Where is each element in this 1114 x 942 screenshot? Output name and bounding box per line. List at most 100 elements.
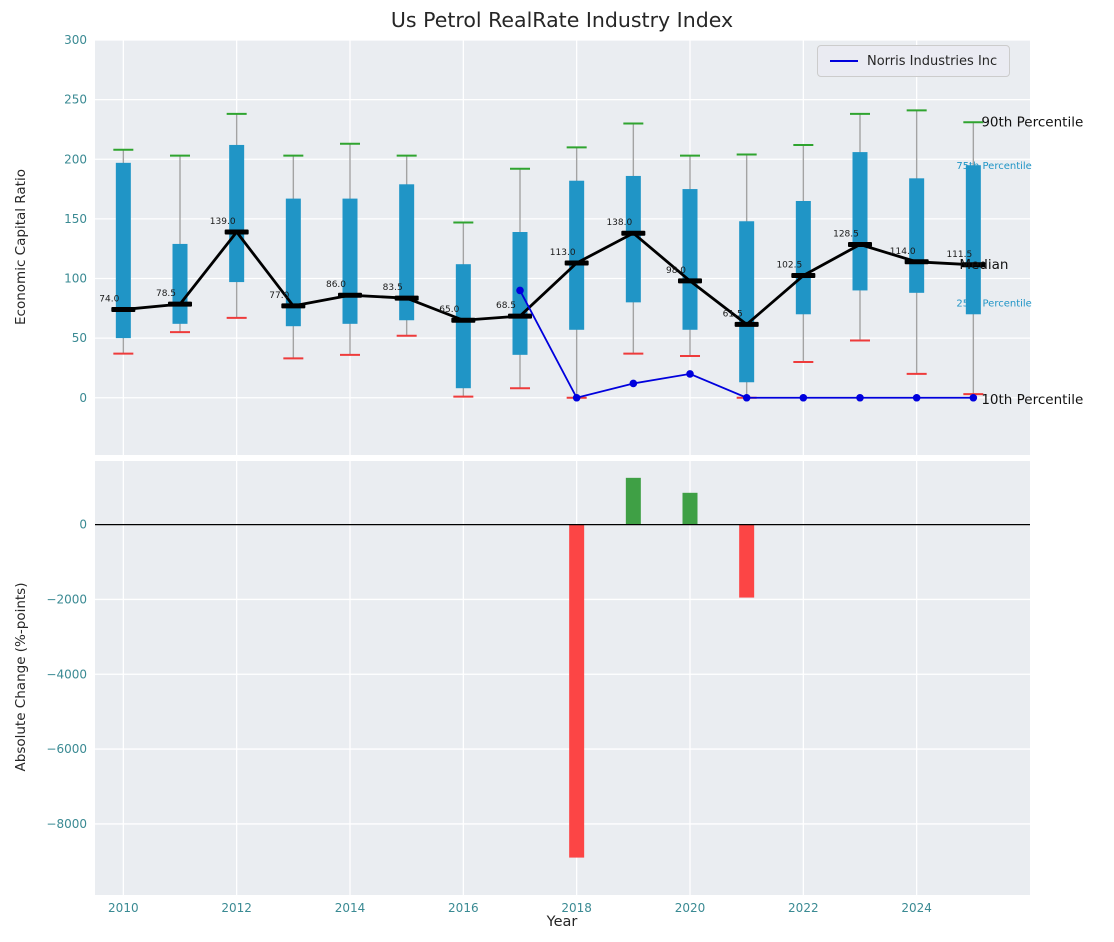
bar-2020 xyxy=(682,492,698,525)
svg-text:2010: 2010 xyxy=(108,901,139,915)
median-value-label-2010: 74.0 xyxy=(99,295,119,305)
svg-text:2012: 2012 xyxy=(221,901,252,915)
box-2016 xyxy=(453,221,474,398)
median-series: 74.0 78.5 139.0 77.0 86.0 83.5 65.0 68.5 113.0 13… xyxy=(99,217,986,327)
percentile-annotations-large: 90th Percentile Median 10th Percentile xyxy=(959,114,1083,408)
box-2019 xyxy=(623,122,644,355)
median-marker-2015 xyxy=(394,295,419,301)
y-axis-label-top: Economic Capital Ratio xyxy=(13,169,29,325)
median-value-label-2016: 65.0 xyxy=(439,305,459,315)
median-marker-2014 xyxy=(338,292,362,298)
median-marker-2023 xyxy=(848,242,872,248)
median-value-label-2015: 83.5 xyxy=(383,283,403,293)
median-marker-2017 xyxy=(508,313,532,319)
box-2014 xyxy=(340,142,360,356)
company-point-2019 xyxy=(629,379,638,388)
median-marker-2022 xyxy=(791,273,816,279)
median-value-label-2024: 114.0 xyxy=(890,247,916,257)
svg-text:2024: 2024 xyxy=(901,901,932,915)
svg-text:2022: 2022 xyxy=(788,901,819,915)
svg-text:0: 0 xyxy=(79,391,87,405)
svg-text:−4000: −4000 xyxy=(46,667,87,681)
svg-text:150: 150 xyxy=(64,212,87,226)
company-point-2021 xyxy=(742,393,751,402)
box-2013 xyxy=(283,154,304,360)
median-marker-2012 xyxy=(224,229,249,235)
median-marker-2021 xyxy=(734,321,759,327)
bar-2021 xyxy=(739,524,755,598)
company-point-2020 xyxy=(686,370,694,378)
tick-labels: 0 50 100 150 200 250 300 0 −2000 −4000 −6000 −8000 2… xyxy=(46,33,932,915)
box-2012 xyxy=(226,112,247,319)
change-bars xyxy=(569,477,755,858)
svg-text:300: 300 xyxy=(64,33,87,47)
bar-2019 xyxy=(625,477,641,525)
chart-title: Us Petrol RealRate Industry Index xyxy=(390,8,734,32)
bar-2018 xyxy=(569,524,585,858)
svg-text:−6000: −6000 xyxy=(46,742,87,756)
svg-text:−8000: −8000 xyxy=(46,817,87,831)
median-value-label-2017: 68.5 xyxy=(496,301,516,311)
median-marker-2020 xyxy=(678,278,702,284)
median-value-label-2025: 111.5 xyxy=(946,250,972,260)
median-marker-2019 xyxy=(621,230,646,236)
median-value-label-2021: 61.5 xyxy=(723,309,743,319)
company-point-2022 xyxy=(799,393,808,402)
box-2023 xyxy=(850,112,870,342)
median-value-label-2022: 102.5 xyxy=(776,261,802,271)
median-marker-2016 xyxy=(451,317,476,323)
bottom-axes-bg xyxy=(95,461,1030,895)
box-2020 xyxy=(680,154,700,358)
box-2025 xyxy=(963,121,984,396)
svg-text:200: 200 xyxy=(64,152,87,166)
company-series xyxy=(516,286,978,402)
company-point-2017 xyxy=(516,286,524,295)
company-point-2025 xyxy=(969,393,978,402)
median-marker-2010 xyxy=(111,307,136,313)
annotation-75th-percentile: 75th Percentile xyxy=(956,161,1031,172)
median-value-label-2023: 128.5 xyxy=(833,230,859,240)
legend-line-icon xyxy=(830,60,858,62)
x-axis-label: Year xyxy=(546,914,578,930)
median-value-label-2012: 139.0 xyxy=(210,217,236,227)
median-value-label-2011: 78.5 xyxy=(156,289,176,299)
box-2018 xyxy=(566,146,587,399)
annotation-median: Median xyxy=(959,257,1008,273)
company-point-2023 xyxy=(856,393,864,402)
y-axis-label-bottom: Absolute Change (%-points) xyxy=(13,582,29,772)
annotation-25th-percentile: 25th Percentile xyxy=(956,298,1031,309)
percentile-annotations-small: 75th Percentile 25th Percentile xyxy=(956,161,1031,309)
median-marker-2024 xyxy=(904,259,929,265)
svg-text:2018: 2018 xyxy=(561,901,592,915)
company-point-2018 xyxy=(572,393,581,402)
box-2021 xyxy=(736,153,757,399)
box-2015 xyxy=(396,154,417,337)
median-value-label-2018: 113.0 xyxy=(550,248,576,258)
median-marker-2011 xyxy=(168,301,192,307)
svg-text:2016: 2016 xyxy=(448,901,479,915)
svg-text:100: 100 xyxy=(64,272,87,286)
median-value-label-2020: 98.0 xyxy=(666,266,686,276)
svg-text:0: 0 xyxy=(79,518,87,532)
svg-text:2014: 2014 xyxy=(335,901,366,915)
svg-text:2020: 2020 xyxy=(675,901,706,915)
svg-text:−2000: −2000 xyxy=(46,592,87,606)
median-value-label-2019: 138.0 xyxy=(606,218,632,228)
svg-text:250: 250 xyxy=(64,93,87,107)
median-value-label-2013: 77.0 xyxy=(269,291,289,301)
median-marker-2018 xyxy=(564,260,589,266)
median-marker-2013 xyxy=(281,303,306,309)
svg-text:50: 50 xyxy=(72,331,87,345)
legend: Norris Industries Inc xyxy=(817,45,1011,77)
boxplots xyxy=(113,109,984,399)
box-2010 xyxy=(113,148,134,355)
annotation-90th-percentile: 90th Percentile xyxy=(981,114,1083,130)
median-marker-2025 xyxy=(961,262,986,268)
legend-label: Norris Industries Inc xyxy=(867,53,998,69)
company-point-2024 xyxy=(912,393,921,402)
annotation-10th-percentile: 10th Percentile xyxy=(981,392,1083,408)
median-value-label-2014: 86.0 xyxy=(326,280,346,290)
box-2022 xyxy=(793,143,814,363)
